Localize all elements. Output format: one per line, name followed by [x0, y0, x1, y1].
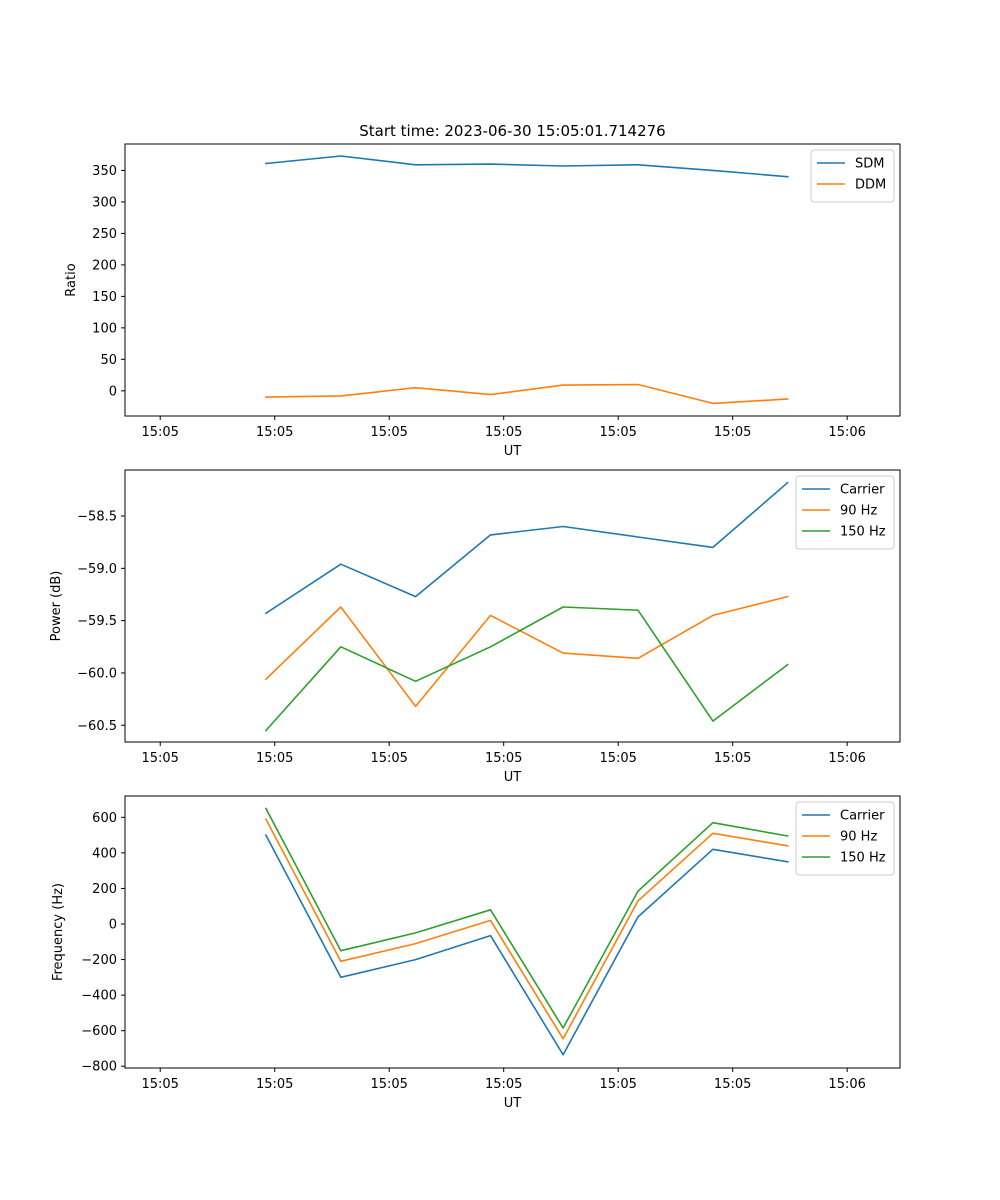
legend-entry: 150 Hz — [840, 851, 886, 866]
x-tick-label: 15:05 — [599, 1077, 636, 1092]
legend-entry: 150 Hz — [840, 525, 886, 540]
legend: Carrier 90 Hz 150 Hz — [795, 475, 895, 550]
y-tick-label: 300 — [92, 195, 117, 210]
legend: Carrier 90 Hz 150 Hz — [795, 801, 895, 876]
x-tick-label: 15:05 — [714, 751, 751, 766]
axes-frame — [124, 795, 901, 1069]
series-line-carrier — [264, 481, 789, 615]
y-tick-label: 200 — [92, 258, 117, 273]
chart-panel-3: 15:05 15:05 15:05 15:05 15:05 15:05 15:06 −800 −… — [51, 795, 901, 1111]
series-line-150-hz — [264, 807, 789, 1029]
x-tick-label: 15:06 — [828, 1077, 865, 1092]
y-tick-label: 0 — [109, 384, 117, 399]
y-axis-label: Ratio — [64, 263, 79, 296]
x-axis-label: UT — [504, 770, 522, 785]
y-tick-label: −800 — [81, 1060, 117, 1075]
x-tick-label: 15:05 — [485, 751, 522, 766]
x-axis-label: UT — [504, 1096, 522, 1111]
y-axis-label: Power (dB) — [49, 571, 64, 642]
x-tick-label: 15:06 — [828, 751, 865, 766]
y-tick-label: 600 — [92, 811, 117, 826]
series-line-ddm — [265, 383, 789, 405]
x-axis-label: UT — [504, 444, 522, 459]
y-tick-label: −60.5 — [77, 719, 117, 734]
series-line-150-hz — [264, 606, 789, 732]
chart-panel-2: 15:05 15:05 15:05 15:05 15:05 15:05 15:06 −60.5… — [49, 469, 901, 785]
y-tick-label: 400 — [92, 846, 117, 861]
axes-frame — [124, 143, 901, 417]
y-tick-label: −200 — [81, 953, 117, 968]
x-tick-label: 15:05 — [714, 425, 751, 440]
y-tick-label: 350 — [92, 164, 117, 179]
legend-entry: Carrier — [840, 483, 885, 498]
legend-entry: 90 Hz — [840, 504, 877, 519]
x-tick-label: 15:05 — [599, 751, 636, 766]
x-tick-label: 15:05 — [141, 751, 178, 766]
y-tick-label: −600 — [81, 1024, 117, 1039]
x-tick-label: 15:05 — [599, 425, 636, 440]
y-tick-label: 100 — [92, 321, 117, 336]
y-tick-label: 150 — [92, 290, 117, 305]
x-tick-label: 15:05 — [256, 1077, 293, 1092]
series-line-90-hz — [264, 818, 789, 1040]
y-tick-label: −59.0 — [77, 562, 117, 577]
y-tick-label: 200 — [92, 882, 117, 897]
x-tick-label: 15:05 — [256, 751, 293, 766]
axes-frame — [124, 469, 901, 743]
series-line-carrier — [264, 834, 789, 1056]
y-tick-label: 250 — [92, 227, 117, 242]
x-tick-label: 15:05 — [256, 425, 293, 440]
chart-title: Start time: 2023-06-30 15:05:01.714276 — [359, 122, 665, 140]
x-tick-label: 15:05 — [714, 1077, 751, 1092]
y-tick-label: −58.5 — [77, 510, 117, 525]
legend-entry: 90 Hz — [840, 830, 877, 845]
x-tick-label: 15:05 — [141, 1077, 178, 1092]
x-tick-label: 15:05 — [370, 1077, 407, 1092]
legend-entry: Carrier — [840, 809, 885, 824]
chart-panel-1: 15:05 15:05 15:05 15:05 15:05 15:05 15:06 0 50 10… — [64, 143, 901, 459]
y-tick-label: −400 — [81, 989, 117, 1004]
series-line-sdm — [265, 155, 789, 178]
x-tick-label: 15:05 — [370, 425, 407, 440]
legend-entry: SDM — [855, 157, 884, 172]
x-tick-label: 15:06 — [828, 425, 865, 440]
legend: SDM DDM — [810, 149, 895, 203]
x-tick-label: 15:05 — [485, 425, 522, 440]
y-tick-label: 50 — [100, 353, 117, 368]
legend-entry: DDM — [855, 178, 886, 193]
y-tick-label: 0 — [109, 918, 117, 933]
y-tick-label: −60.0 — [77, 666, 117, 681]
x-tick-label: 15:05 — [370, 751, 407, 766]
y-tick-label: −59.5 — [77, 614, 117, 629]
x-tick-label: 15:05 — [141, 425, 178, 440]
x-tick-label: 15:05 — [485, 1077, 522, 1092]
y-axis-label: Frequency (Hz) — [51, 883, 66, 981]
series-line-90-hz — [264, 595, 789, 708]
